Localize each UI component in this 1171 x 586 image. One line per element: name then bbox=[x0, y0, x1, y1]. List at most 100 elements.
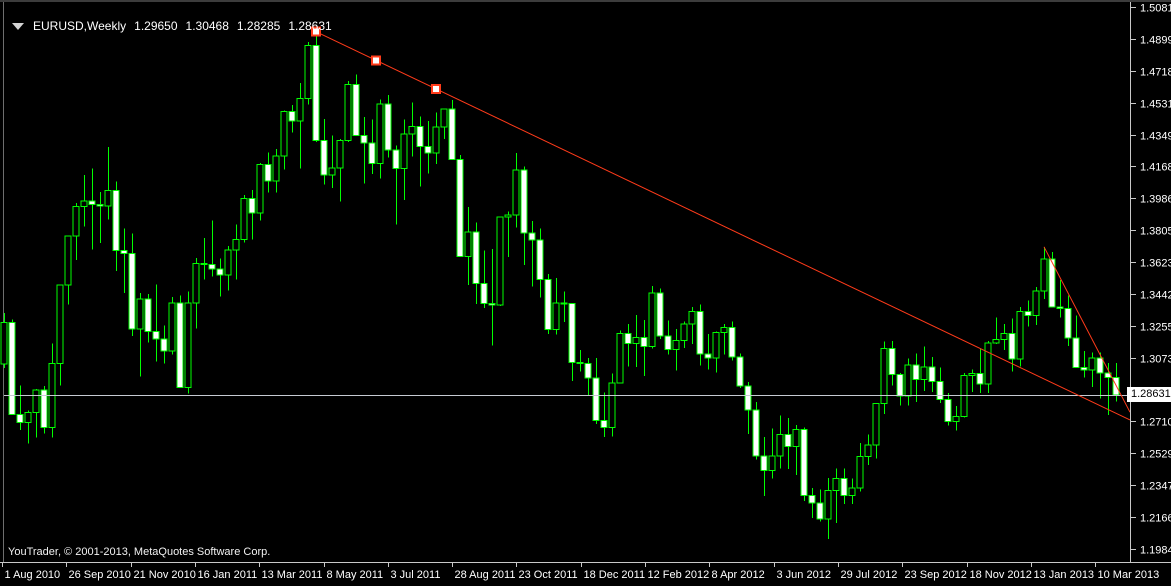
candle-body bbox=[888, 347, 896, 375]
candle-body bbox=[1088, 357, 1096, 371]
time-tick-label[interactable]: 8 May 2011 bbox=[327, 569, 384, 581]
candle-body bbox=[856, 456, 864, 489]
price-tick-label[interactable]: 1.47180 bbox=[1140, 67, 1171, 79]
candle-body bbox=[1008, 332, 1016, 360]
trendline-anchor-handle[interactable] bbox=[371, 55, 381, 66]
candle-body bbox=[0, 322, 8, 365]
price-tick-label[interactable]: 1.25290 bbox=[1140, 449, 1171, 461]
candle-body bbox=[288, 111, 296, 122]
candle-body bbox=[176, 302, 184, 389]
time-tick-label[interactable]: 29 Jul 2012 bbox=[841, 569, 898, 581]
candle-body bbox=[248, 198, 256, 214]
candle-body bbox=[144, 298, 152, 332]
price-tick-label[interactable]: 1.45310 bbox=[1140, 99, 1171, 111]
candle-body bbox=[696, 311, 704, 355]
candle-body bbox=[232, 238, 240, 251]
candle-body bbox=[600, 420, 608, 428]
candle-body bbox=[472, 231, 480, 285]
price-tick-label[interactable]: 1.21660 bbox=[1140, 513, 1171, 525]
time-tick-label[interactable]: 18 Nov 2012 bbox=[970, 569, 1032, 581]
candle-body bbox=[848, 487, 856, 497]
candle-body bbox=[208, 263, 216, 270]
time-tick-label[interactable]: 13 Jan 2013 bbox=[1034, 569, 1095, 581]
candle-body bbox=[520, 169, 528, 234]
time-tick-label[interactable]: 23 Sep 2012 bbox=[905, 569, 967, 581]
time-tick-label[interactable]: 26 Sep 2010 bbox=[69, 569, 131, 581]
price-tick-label[interactable]: 1.19845 bbox=[1140, 545, 1171, 557]
candle-body bbox=[400, 133, 408, 170]
long-downtrend-line[interactable] bbox=[315, 31, 1131, 421]
short-downtrend-line[interactable] bbox=[1043, 246, 1131, 413]
candle-body bbox=[768, 455, 776, 471]
candle-body bbox=[1096, 357, 1104, 374]
candle-body bbox=[1064, 308, 1072, 339]
candle-body bbox=[256, 164, 264, 214]
ohlc-high-value: 1.30468 bbox=[185, 19, 229, 33]
candle-body bbox=[704, 353, 712, 359]
symbol-timeframe-label: EURUSD,Weekly bbox=[33, 19, 127, 33]
candle-body bbox=[632, 336, 640, 345]
window-border-top bbox=[0, 0, 1171, 2]
candle-body bbox=[16, 413, 24, 423]
time-tick-label[interactable]: 16 Jan 2011 bbox=[198, 569, 258, 581]
candle-body bbox=[296, 98, 304, 122]
time-tick-label[interactable]: 8 Apr 2012 bbox=[712, 569, 765, 581]
candle-body bbox=[960, 375, 968, 418]
candle-body bbox=[312, 45, 320, 142]
price-tick-label[interactable]: 1.39865 bbox=[1140, 194, 1171, 206]
time-tick-label[interactable]: 12 Feb 2012 bbox=[648, 569, 710, 581]
price-tick-label[interactable]: 1.41680 bbox=[1140, 162, 1171, 174]
candle-body bbox=[976, 373, 984, 385]
candle-body bbox=[712, 332, 720, 359]
candle-body bbox=[160, 338, 168, 352]
candle-body bbox=[392, 149, 400, 170]
candle-body bbox=[416, 126, 424, 148]
candle-body bbox=[440, 108, 448, 128]
candle-body bbox=[880, 347, 888, 405]
price-tick-label[interactable]: 1.27105 bbox=[1140, 417, 1171, 429]
time-tick-label[interactable]: 3 Jul 2011 bbox=[391, 569, 441, 581]
window-border-left bbox=[3, 2, 4, 562]
candle-body bbox=[840, 478, 848, 497]
trendline-anchor-handle[interactable] bbox=[431, 83, 441, 94]
price-tick-label[interactable]: 1.23475 bbox=[1140, 481, 1171, 493]
candle-body bbox=[384, 103, 392, 151]
candle-body bbox=[792, 429, 800, 448]
candle-body bbox=[800, 429, 808, 496]
platform-credit: YouTrader, © 2001-2013, MetaQuotes Softw… bbox=[8, 546, 271, 558]
time-tick-label[interactable]: 28 Aug 2011 bbox=[455, 569, 516, 581]
price-tick-label[interactable]: 1.38050 bbox=[1140, 226, 1171, 238]
time-tick-label[interactable]: 3 Jun 2012 bbox=[777, 569, 831, 581]
candle-body bbox=[912, 364, 920, 380]
time-tick-label[interactable]: 13 Mar 2011 bbox=[262, 569, 323, 581]
candle-body bbox=[776, 434, 784, 457]
price-tick-label[interactable]: 1.30735 bbox=[1140, 354, 1171, 366]
time-tick-label[interactable]: 21 Nov 2010 bbox=[134, 569, 196, 581]
candle-body bbox=[448, 108, 456, 161]
candle-body bbox=[608, 382, 616, 428]
candle-body bbox=[1016, 310, 1024, 360]
candle-body bbox=[72, 206, 80, 237]
time-tick-label[interactable]: 1 Aug 2010 bbox=[5, 569, 61, 581]
candle-body bbox=[968, 373, 976, 377]
chart-menu-arrow-icon[interactable] bbox=[12, 22, 24, 30]
price-tick-label[interactable]: 1.43495 bbox=[1140, 131, 1171, 143]
time-tick-label[interactable]: 18 Dec 2011 bbox=[584, 569, 646, 581]
ohlc-open-value: 1.29650 bbox=[134, 19, 178, 33]
candle-body bbox=[832, 478, 840, 491]
price-tick-label[interactable]: 1.36235 bbox=[1140, 258, 1171, 270]
trendline-anchor-handle[interactable] bbox=[311, 26, 321, 37]
price-tick-label[interactable]: 1.48995 bbox=[1140, 35, 1171, 47]
time-tick-label[interactable]: 10 Mar 2013 bbox=[1098, 569, 1160, 581]
candle-body bbox=[1000, 332, 1008, 340]
candle-body bbox=[624, 332, 632, 345]
candle-body bbox=[352, 84, 360, 137]
time-tick-label[interactable]: 23 Oct 2011 bbox=[519, 569, 578, 581]
candle-body bbox=[104, 189, 112, 207]
price-tick-label[interactable]: 1.32550 bbox=[1140, 322, 1171, 334]
candle-body bbox=[40, 389, 48, 428]
price-tick-label[interactable]: 1.34420 bbox=[1140, 290, 1171, 302]
price-tick-label[interactable]: 1.50810 bbox=[1140, 3, 1171, 15]
candle-body bbox=[8, 322, 16, 415]
